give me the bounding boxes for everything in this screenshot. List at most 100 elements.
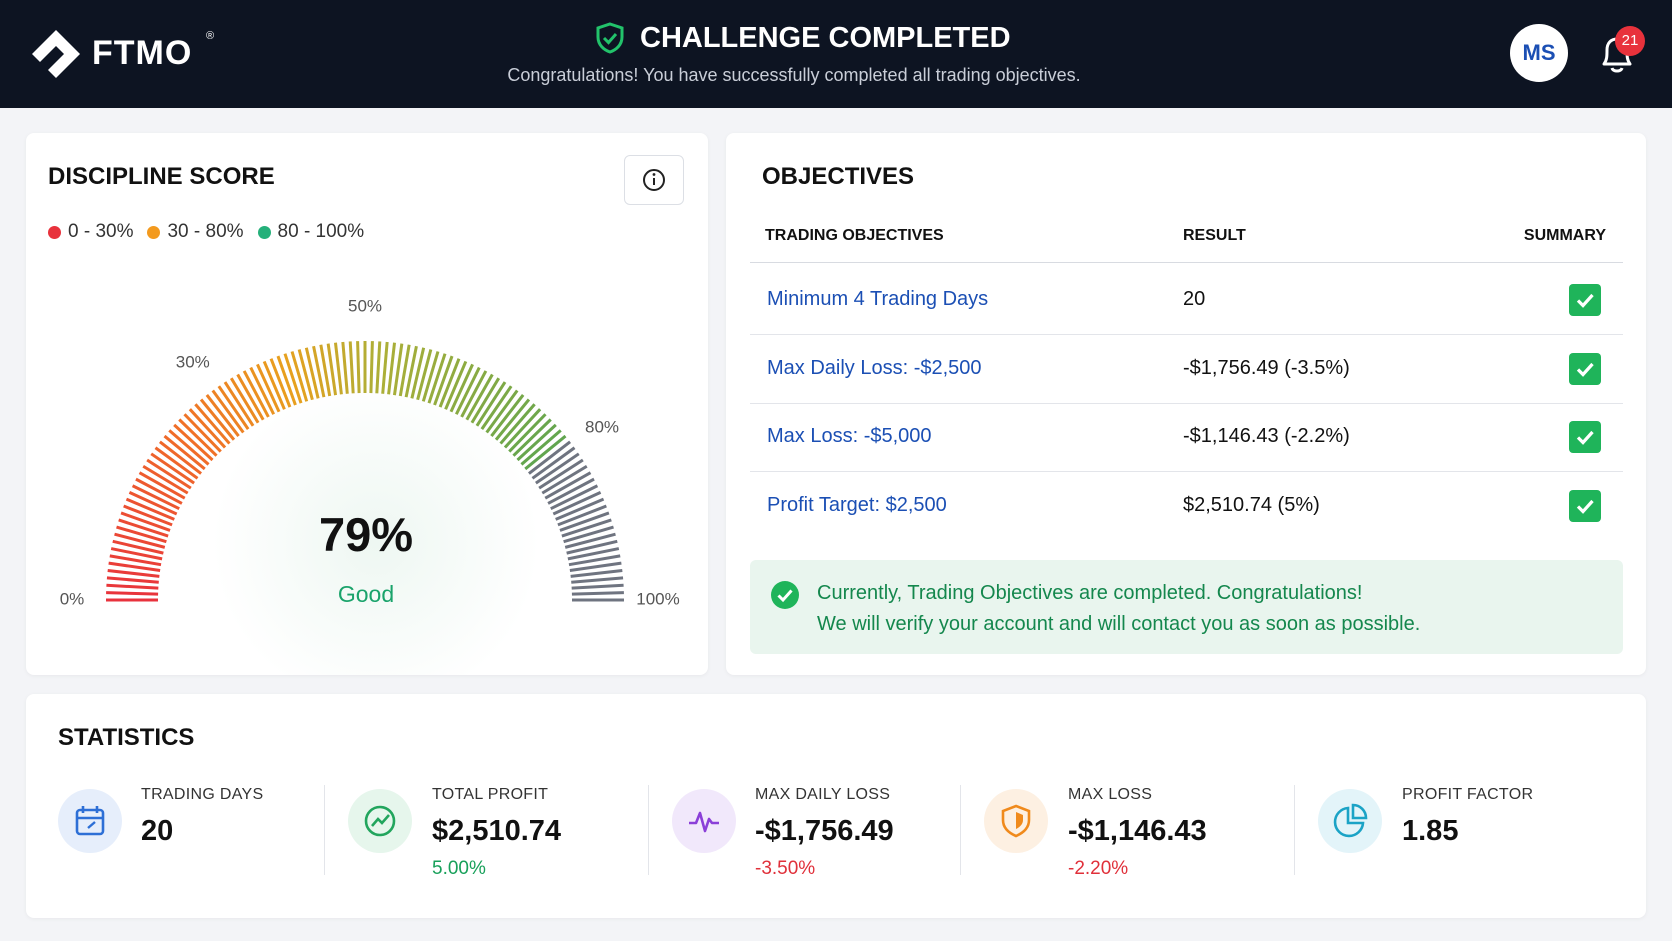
- gauge-segment: [109, 554, 162, 567]
- discipline-card: DISCIPLINE SCORE 0 - 30% 30 - 80% 80 - 100…: [26, 133, 708, 675]
- gauge-segment: [312, 345, 326, 398]
- gauge-segment: [550, 484, 599, 511]
- gauge-segment: [142, 464, 189, 495]
- logo-text: FTMO: [92, 34, 193, 72]
- header: FTMO ® CHALLENGE COMPLETED Congratulatio…: [0, 0, 1672, 108]
- gauge-segment: [106, 583, 159, 590]
- gauge-segment: [249, 366, 276, 415]
- gauge-segment: [236, 373, 265, 421]
- gauge-segment: [375, 341, 382, 394]
- divider: [750, 471, 1623, 472]
- gauge-segment: [557, 504, 607, 527]
- gauge-fill: [106, 341, 567, 602]
- gauge-segment: [178, 418, 218, 457]
- gauge-segment: [524, 434, 567, 471]
- gauge-segment: [116, 525, 167, 544]
- gauge-segment: [223, 381, 255, 427]
- stat-value: 1.85: [1402, 815, 1459, 847]
- gauge-segment: [520, 429, 562, 466]
- gauge-segment: [563, 525, 614, 544]
- gauge-segment: [112, 539, 164, 555]
- gauge-segment: [392, 343, 404, 396]
- gauge-segment: [538, 458, 584, 490]
- check-icon: [1569, 284, 1601, 316]
- gauge-segment: [571, 591, 624, 596]
- stat-label: MAX LOSS: [1068, 786, 1153, 803]
- gauge-segment: [326, 343, 338, 396]
- gauge-segment: [188, 408, 227, 449]
- gauge-segment: [154, 446, 199, 480]
- gauge-segment: [341, 341, 349, 394]
- gauge-segment: [297, 349, 314, 401]
- gauge-segment: [570, 568, 623, 578]
- avatar[interactable]: MS: [1510, 24, 1568, 82]
- gauge-segment: [485, 389, 519, 434]
- divider: [750, 402, 1623, 404]
- gauge-segment: [404, 345, 418, 398]
- gauge-segment: [150, 452, 195, 485]
- objective: Profit Target: $2,500: [767, 493, 947, 516]
- gauge-segment: [229, 377, 260, 424]
- gauge-segment: [290, 351, 309, 402]
- legend-item: 80 - 100%: [257, 221, 365, 243]
- gauge-segment: [503, 408, 542, 449]
- column-header: RESULT: [1183, 227, 1246, 244]
- gauge-segment: [569, 561, 622, 573]
- gauge-segment: [410, 347, 426, 399]
- card-title: STATISTICS: [58, 724, 195, 751]
- objective: Max Loss: -$5,000: [767, 425, 932, 447]
- gauge-segment: [106, 576, 159, 584]
- gauge-segment: [194, 403, 231, 445]
- legend-dot: [147, 225, 161, 239]
- result: -$1,146.43 (-2.2%): [1183, 425, 1350, 447]
- stat-change: -2.20%: [1068, 858, 1129, 879]
- gauge-segment: [387, 342, 397, 395]
- gauge-segment: [304, 347, 320, 399]
- gauge-segment: [544, 471, 592, 500]
- gauge-segment: [567, 547, 620, 561]
- gauge-segment: [499, 403, 536, 445]
- gauge-segment: [333, 342, 343, 395]
- stat-icon: [672, 789, 736, 853]
- notice-icon: [771, 581, 799, 609]
- header-title: CHALLENGE COMPLETED: [640, 22, 1011, 54]
- stat-value: -$1,756.49: [755, 815, 894, 847]
- gauge-segment: [571, 576, 624, 584]
- gauge-segment: [454, 366, 481, 415]
- stat-label: MAX DAILY LOSS: [755, 786, 891, 803]
- gauge-segment: [427, 353, 447, 404]
- divider: [1294, 785, 1295, 875]
- gauge-label: 100%: [636, 589, 679, 608]
- result: -$1,756.49 (-3.5%): [1183, 356, 1350, 379]
- legend-dot: [257, 225, 271, 239]
- divider: [960, 785, 961, 875]
- gauge-segment: [319, 344, 332, 397]
- legend-item: 0 - 30%: [48, 221, 133, 243]
- gauge-segment: [566, 539, 618, 555]
- gauge-segment: [421, 351, 440, 402]
- logo-mark: ®: [206, 30, 215, 42]
- notice-line: Currently, Trading Objectives are comple…: [817, 582, 1363, 604]
- legend-label: 80 - 100%: [277, 221, 365, 242]
- gauge-segment: [108, 561, 161, 573]
- gauge-segment: [114, 532, 166, 549]
- gauge-segment: [276, 355, 297, 406]
- column-header: TRADING OBJECTIVES: [765, 227, 944, 244]
- gauge-segment: [433, 355, 454, 406]
- stat-value: -$1,146.43: [1068, 815, 1207, 847]
- legend: 0 - 30% 30 - 80% 80 - 100%: [48, 221, 364, 243]
- gauge-segment: [512, 418, 552, 457]
- gauge-segment: [449, 363, 474, 413]
- gauge-segment: [356, 341, 361, 394]
- check-icon: [1569, 489, 1601, 522]
- card-title: OBJECTIVES: [762, 163, 915, 190]
- column-header: SUMMARY: [1523, 227, 1606, 244]
- gauge-segment: [531, 446, 576, 480]
- objective: Max Daily Loss: -$2,500: [767, 356, 982, 379]
- divider: [324, 785, 325, 875]
- gauge-segment: [146, 458, 192, 490]
- gauge-segment: [183, 413, 222, 453]
- gauge-segment: [547, 477, 595, 505]
- info-button[interactable]: [624, 155, 684, 205]
